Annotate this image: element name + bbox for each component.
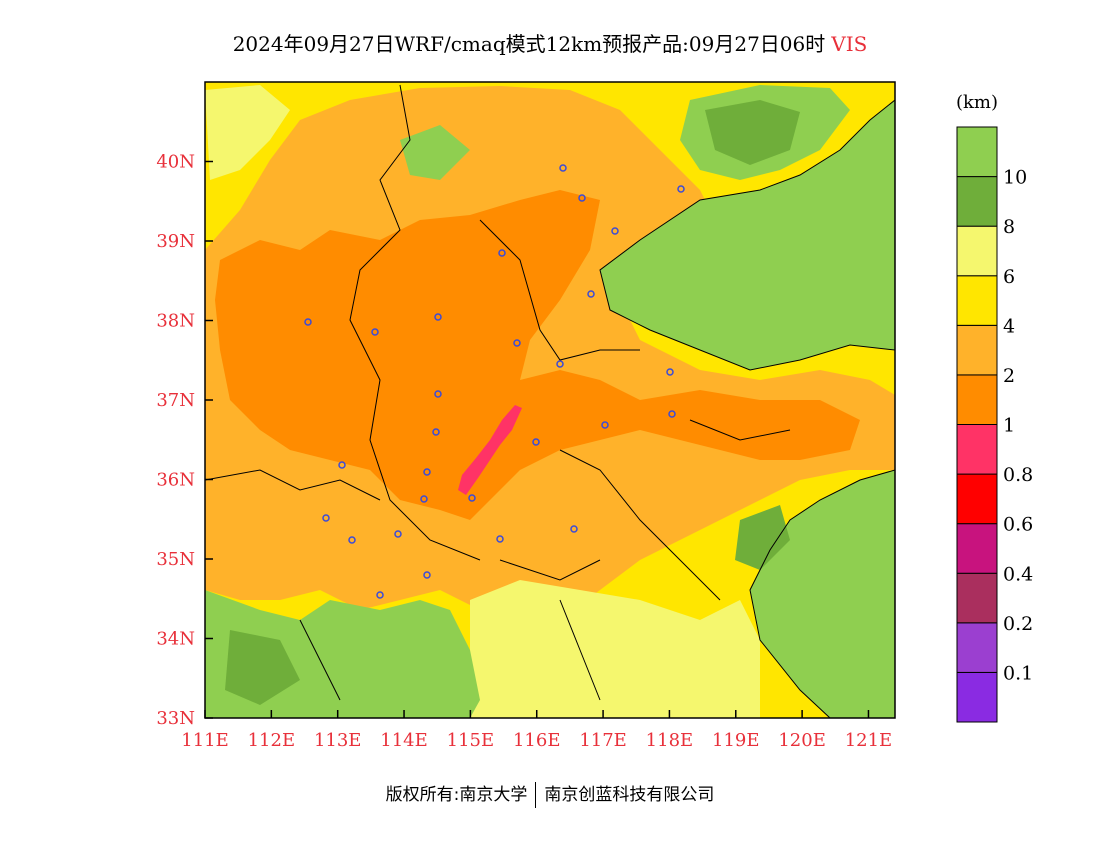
lon-tick-label: 113E [314,730,362,751]
city-marker [570,525,578,533]
city-marker [496,535,504,543]
vis-region-6-8-south [460,580,760,718]
lat-tick-label: 34N [156,629,195,650]
city-marker [434,313,442,321]
colorbar-label: 0.6 [1003,514,1033,536]
lat-tick-label: 38N [156,311,195,332]
colorbar-swatch [956,473,998,525]
city-marker [498,249,506,257]
green-small-north [400,125,470,180]
lon-tick-label: 118E [646,730,694,751]
colorbar-label: 1 [1003,415,1015,437]
city-marker [371,328,379,336]
city-marker [532,438,540,446]
city-marker [559,164,567,172]
city-marker [423,468,431,476]
colorbar-swatch [956,572,998,624]
sea-bohai [600,100,895,370]
colorbar-swatch [956,424,998,475]
colorbar: (km) 0.1 0.2 0.4 0.6 0.8 1 2 4 6 8 10 [956,92,1033,723]
colorbar-label: 0.4 [1003,563,1033,585]
lon-tick-label: 114E [380,730,428,751]
colorbar-label: 0.2 [1003,613,1033,635]
vis-region-6-8-northwest [205,85,290,180]
axes: 111E 112E 113E 114E 115E 116E 117E 118E 119E 120E… [156,152,892,752]
city-marker [666,368,674,376]
city-marker [556,360,564,368]
colorbar-label: 4 [1003,315,1015,337]
copyright-footer: 版权所有:南京大学 南京创蓝科技有限公司 [0,780,1100,808]
lat-tick-label: 33N [156,708,195,729]
city-marker [468,494,476,502]
lat-tick-label: 37N [156,390,195,411]
city-marker [420,495,428,503]
colorbar-swatch [956,126,998,178]
colorbar-swatch [956,225,998,277]
plot-area [205,82,895,718]
city-marker [677,185,685,193]
map-title: 2024年09月27日WRF/cmaq模式12km预报产品:09月27日06时 V… [0,28,1100,57]
city-marker [611,227,619,235]
title-variable: VIS [831,32,868,56]
lon-tick-label: 120E [778,730,826,751]
city-marker [513,339,521,347]
city-marker [423,571,431,579]
city-marker [601,421,609,429]
green-dark-southwest [225,630,300,705]
colorbar-label: 0.1 [1003,662,1033,684]
vis-region-below-1 [458,405,522,495]
lat-tick-label: 36N [156,470,195,491]
lon-tick-label: 117E [579,730,627,751]
title-main: 2024年09月27日WRF/cmaq模式12km预报产品:09月27日06时 [232,32,826,56]
colorbar-label: 8 [1003,216,1015,238]
city-marker [578,194,586,202]
colorbar-swatch [956,622,998,673]
vis-region-1-2 [215,190,860,520]
colorbar-swatch [956,671,998,723]
city-marker [338,461,346,469]
colorbar-label: 2 [1003,365,1015,387]
lon-tick-label: 119E [712,730,760,751]
colorbar-unit: (km) [956,92,998,113]
colorbar-label: 0.8 [1003,464,1033,486]
copyright-right: 南京创蓝科技有限公司 [544,785,715,805]
coastline [599,99,895,718]
vis-region-2-4 [205,86,895,630]
city-marker [587,290,595,298]
city-marker [434,390,442,398]
lon-tick-label: 111E [181,730,229,751]
colorbar-swatch [956,176,998,227]
province-borders [205,84,791,701]
city-marker [376,591,384,599]
copyright-left: 版权所有:南京大学 [385,785,528,805]
green-dark-coast [735,505,790,570]
city-marker [322,514,330,522]
green-dark-north [705,100,800,165]
colorbar-swatch [956,374,998,425]
city-marker [304,318,312,326]
city-marker [394,530,402,538]
colorbar-swatch [956,275,998,326]
lat-tick-label: 35N [156,549,195,570]
city-marker [432,428,440,436]
colorbar-label: 6 [1003,266,1015,288]
lon-tick-label: 116E [513,730,561,751]
lat-tick-label: 39N [156,231,195,252]
lon-tick-label: 115E [447,730,495,751]
city-markers [304,164,685,599]
lon-tick-label: 121E [845,730,893,751]
colorbar-swatch [956,523,998,574]
copyright-separator [535,782,537,808]
lat-tick-label: 40N [156,152,195,173]
lon-tick-label: 112E [248,730,296,751]
colorbar-swatch [956,324,998,376]
city-marker [668,410,676,418]
city-marker [348,536,356,544]
colorbar-label: 10 [1003,167,1027,189]
